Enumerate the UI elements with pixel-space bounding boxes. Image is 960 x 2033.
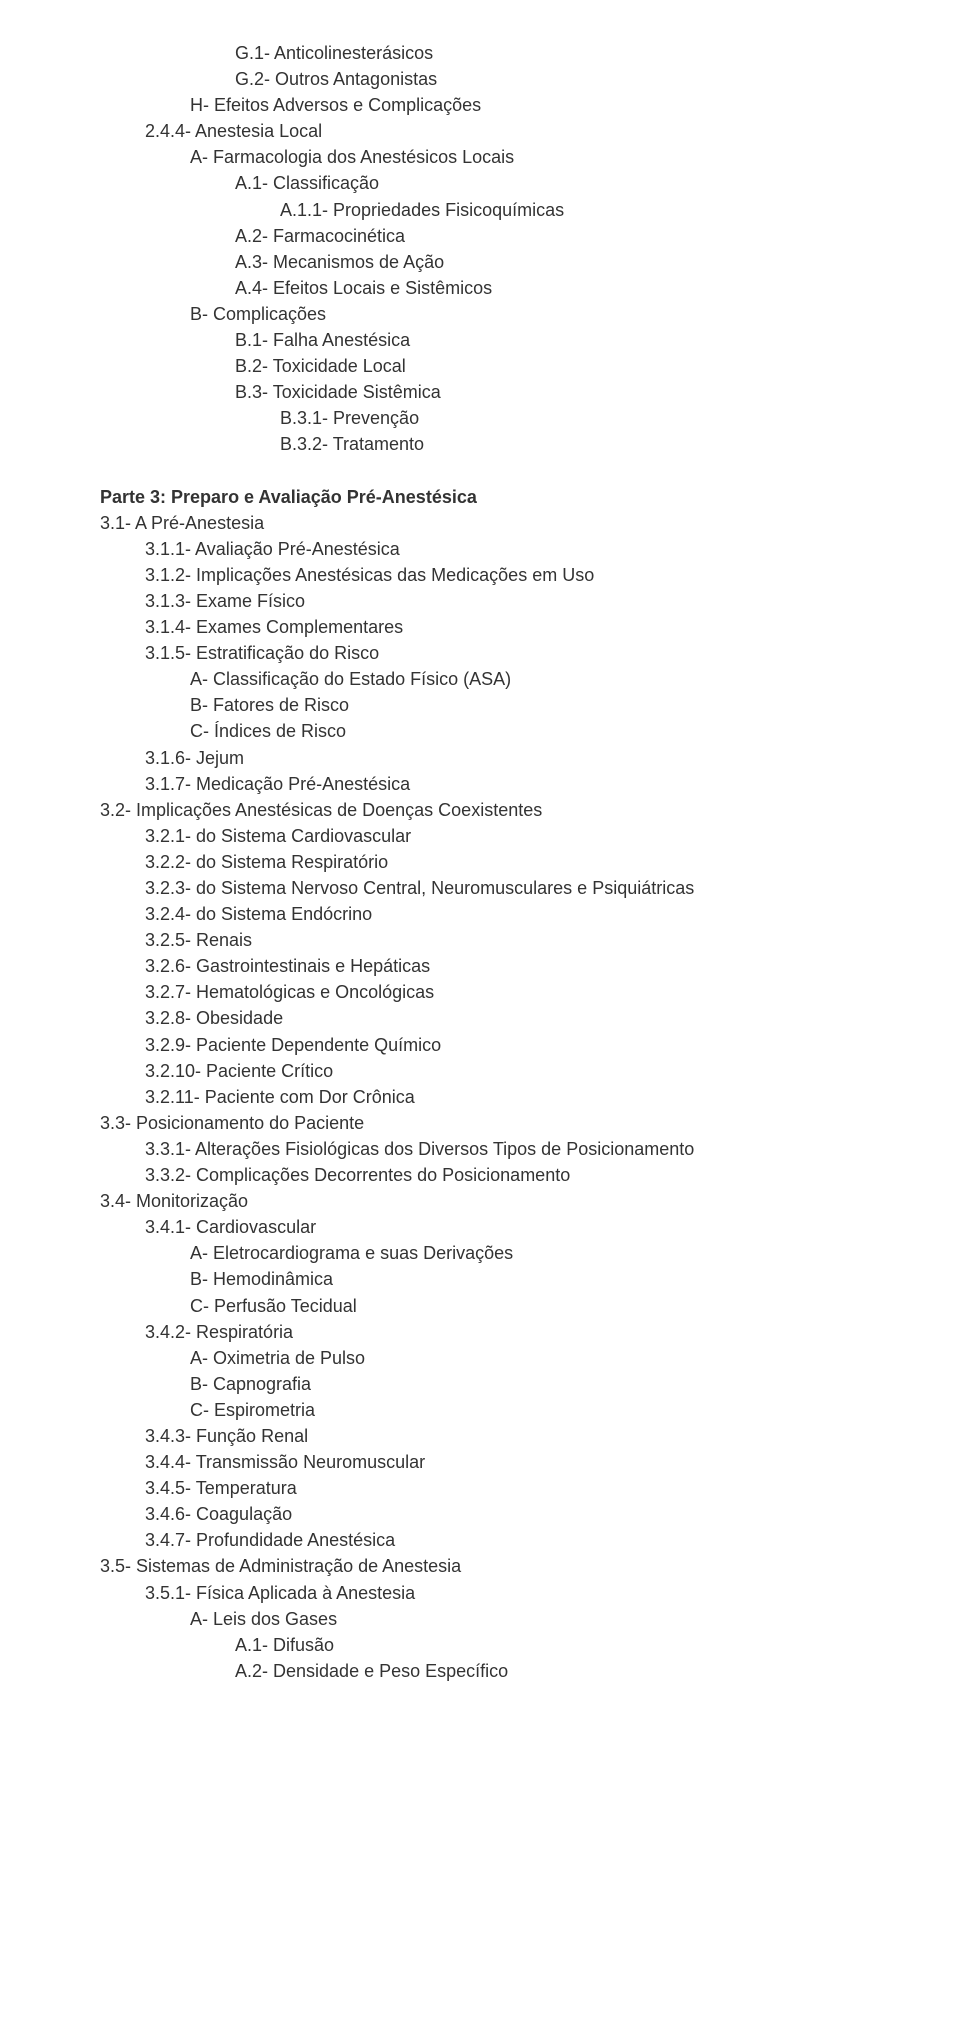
outline-line: A.1.1- Propriedades Fisicoquímicas <box>280 197 890 223</box>
outline-line: A.2- Farmacocinética <box>235 223 890 249</box>
outline-line: A.3- Mecanismos de Ação <box>235 249 890 275</box>
outline-line: 3.2.11- Paciente com Dor Crônica <box>145 1084 890 1110</box>
outline-line: A- Farmacologia dos Anestésicos Locais <box>190 144 890 170</box>
document-page: G.1- AnticolinesterásicosG.2- Outros Ant… <box>0 0 960 1724</box>
outline-line: 3.3.2- Complicações Decorrentes do Posic… <box>145 1162 890 1188</box>
outline-line: 3.4.5- Temperatura <box>145 1475 890 1501</box>
outline-line: B.1- Falha Anestésica <box>235 327 890 353</box>
outline-line: 3.4- Monitorização <box>100 1188 890 1214</box>
outline-line: 3.2.2- do Sistema Respiratório <box>145 849 890 875</box>
outline-line <box>100 458 890 484</box>
outline-line: 2.4.4- Anestesia Local <box>145 118 890 144</box>
outline-line: B.3.2- Tratamento <box>280 431 890 457</box>
outline-line: 3.5.1- Física Aplicada à Anestesia <box>145 1580 890 1606</box>
outline-line: G.2- Outros Antagonistas <box>235 66 890 92</box>
outline-line: 3.1.4- Exames Complementares <box>145 614 890 640</box>
outline-line: 3.4.2- Respiratória <box>145 1319 890 1345</box>
outline-line: 3.1.2- Implicações Anestésicas das Medic… <box>145 562 890 588</box>
outline-line: B- Capnografia <box>190 1371 890 1397</box>
outline-line: 3.2.1- do Sistema Cardiovascular <box>145 823 890 849</box>
outline-line: A- Classificação do Estado Físico (ASA) <box>190 666 890 692</box>
outline-line: C- Espirometria <box>190 1397 890 1423</box>
outline-line: 3.2.3- do Sistema Nervoso Central, Neuro… <box>145 875 890 901</box>
outline-line: 3.2.4- do Sistema Endócrino <box>145 901 890 927</box>
outline-line: C- Índices de Risco <box>190 718 890 744</box>
outline-line: C- Perfusão Tecidual <box>190 1293 890 1319</box>
outline-line: A.1- Difusão <box>235 1632 890 1658</box>
outline-line: 3.5- Sistemas de Administração de Aneste… <box>100 1553 890 1579</box>
outline-line: H- Efeitos Adversos e Complicações <box>190 92 890 118</box>
outline-line: 3.4.7- Profundidade Anestésica <box>145 1527 890 1553</box>
outline-line: 3.2.7- Hematológicas e Oncológicas <box>145 979 890 1005</box>
outline-line: B.3.1- Prevenção <box>280 405 890 431</box>
outline-line: 3.2.9- Paciente Dependente Químico <box>145 1032 890 1058</box>
outline-line: B.2- Toxicidade Local <box>235 353 890 379</box>
outline-line: 3.1.7- Medicação Pré-Anestésica <box>145 771 890 797</box>
outline-line: 3.1- A Pré-Anestesia <box>100 510 890 536</box>
outline-line: 3.1.3- Exame Físico <box>145 588 890 614</box>
outline-line: A- Leis dos Gases <box>190 1606 890 1632</box>
outline-line: 3.3.1- Alterações Fisiológicas dos Diver… <box>145 1136 890 1162</box>
outline-line: 3.2.5- Renais <box>145 927 890 953</box>
outline-line: 3.1.6- Jejum <box>145 745 890 771</box>
section-heading: Parte 3: Preparo e Avaliação Pré-Anestés… <box>100 484 890 510</box>
outline-line: 3.1.5- Estratificação do Risco <box>145 640 890 666</box>
outline-line: B.3- Toxicidade Sistêmica <box>235 379 890 405</box>
outline-line: A.4- Efeitos Locais e Sistêmicos <box>235 275 890 301</box>
outline-line: 3.4.4- Transmissão Neuromuscular <box>145 1449 890 1475</box>
outline-line: 3.2.6- Gastrointestinais e Hepáticas <box>145 953 890 979</box>
outline-line: 3.1.1- Avaliação Pré-Anestésica <box>145 536 890 562</box>
outline-line: 3.4.1- Cardiovascular <box>145 1214 890 1240</box>
outline-line: B- Complicações <box>190 301 890 327</box>
outline-line: A.1- Classificação <box>235 170 890 196</box>
outline-line: 3.2- Implicações Anestésicas de Doenças … <box>100 797 890 823</box>
outline-line: 3.3- Posicionamento do Paciente <box>100 1110 890 1136</box>
outline-line: A- Oximetria de Pulso <box>190 1345 890 1371</box>
outline-line: A- Eletrocardiograma e suas Derivações <box>190 1240 890 1266</box>
outline-line: 3.2.10- Paciente Crítico <box>145 1058 890 1084</box>
outline-line: B- Hemodinâmica <box>190 1266 890 1292</box>
outline-line: 3.2.8- Obesidade <box>145 1005 890 1031</box>
outline-line: B- Fatores de Risco <box>190 692 890 718</box>
outline-line: 3.4.6- Coagulação <box>145 1501 890 1527</box>
outline-line: 3.4.3- Função Renal <box>145 1423 890 1449</box>
outline-line: A.2- Densidade e Peso Específico <box>235 1658 890 1684</box>
outline-line: G.1- Anticolinesterásicos <box>235 40 890 66</box>
